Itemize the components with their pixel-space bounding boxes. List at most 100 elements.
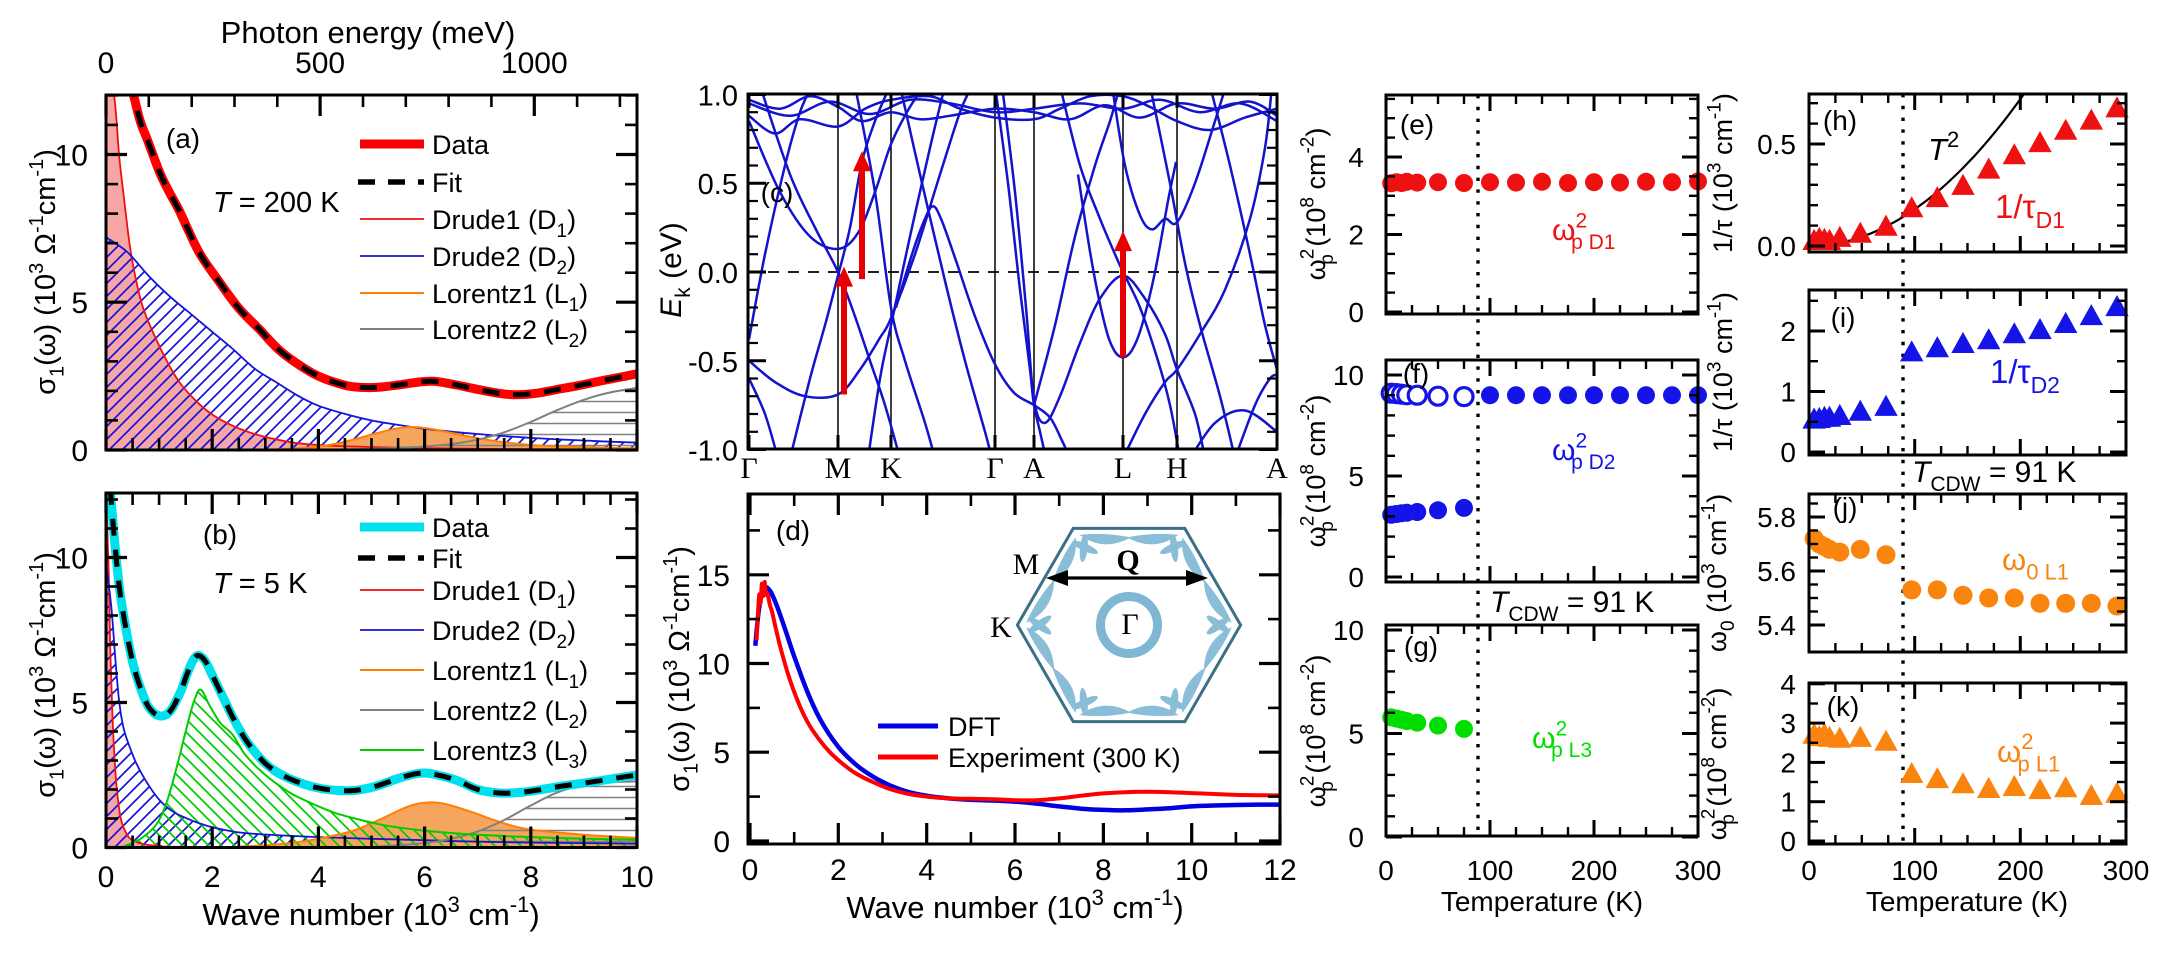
svg-text:0.5: 0.5 xyxy=(698,169,738,201)
svg-text:5: 5 xyxy=(1348,719,1364,750)
svg-text:DFT: DFT xyxy=(948,712,1000,742)
svg-text:σ1(ω) (103 Ω-1cm-1): σ1(ω) (103 Ω-1cm-1) xyxy=(26,552,69,798)
svg-text:T = 5 K: T = 5 K xyxy=(213,568,308,600)
svg-text:(i): (i) xyxy=(1831,302,1856,333)
svg-text:Γ: Γ xyxy=(1121,608,1138,641)
svg-text:5: 5 xyxy=(71,287,88,320)
svg-text:ω0 L1: ω0 L1 xyxy=(2002,542,2069,584)
svg-text:5.6: 5.6 xyxy=(1757,556,1796,587)
svg-text:T = 200 K: T = 200 K xyxy=(213,187,340,219)
svg-text:Fit: Fit xyxy=(432,168,462,198)
svg-text:ω2p L3: ω2 p L3 xyxy=(1532,717,1592,762)
svg-text:0: 0 xyxy=(1348,297,1364,328)
svg-text:500: 500 xyxy=(295,47,345,80)
svg-text:M: M xyxy=(1013,548,1040,581)
svg-text:0: 0 xyxy=(1780,826,1796,857)
svg-text:0: 0 xyxy=(1780,437,1796,468)
svg-text:ω2p (108 cm-2): ω2p (108 cm-2) xyxy=(1699,688,1739,841)
svg-text:(c): (c) xyxy=(761,177,794,208)
svg-text:-1.0: -1.0 xyxy=(688,436,738,468)
svg-text:200: 200 xyxy=(1571,855,1618,886)
svg-text:0: 0 xyxy=(1801,855,1817,886)
svg-text:200: 200 xyxy=(1997,855,2044,886)
svg-text:3: 3 xyxy=(1780,708,1796,739)
svg-text:5: 5 xyxy=(71,688,88,721)
svg-text:4: 4 xyxy=(310,861,327,894)
svg-text:Drude2 (D2): Drude2 (D2) xyxy=(432,242,576,279)
svg-text:0: 0 xyxy=(1348,822,1364,853)
svg-text:Wave number (103 cm-1): Wave number (103 cm-1) xyxy=(202,892,539,932)
svg-text:5.8: 5.8 xyxy=(1757,502,1796,533)
svg-text:4: 4 xyxy=(918,854,935,887)
svg-text:Data: Data xyxy=(432,513,490,543)
svg-text:4: 4 xyxy=(1348,142,1364,173)
svg-text:2: 2 xyxy=(204,861,221,894)
svg-text:2: 2 xyxy=(1780,747,1796,778)
svg-text:1/τ (103 cm-1): 1/τ (103 cm-1) xyxy=(1705,93,1738,253)
svg-text:10: 10 xyxy=(697,649,730,682)
svg-text:0.0: 0.0 xyxy=(698,258,738,290)
svg-text:10: 10 xyxy=(55,140,88,173)
svg-text:Lorentz2 (L2): Lorentz2 (L2) xyxy=(432,696,588,733)
svg-text:σ1(ω) (103 Ω-1cm-1): σ1(ω) (103 Ω-1cm-1) xyxy=(26,149,69,395)
svg-text:1: 1 xyxy=(1780,787,1796,818)
svg-text:ω2p D1: ω2 p D1 xyxy=(1552,209,1615,254)
svg-text:(g): (g) xyxy=(1404,631,1438,662)
svg-text:10: 10 xyxy=(620,861,653,894)
svg-text:Experiment (300 K): Experiment (300 K) xyxy=(948,743,1181,773)
svg-text:1/τD1: 1/τD1 xyxy=(1995,188,2065,233)
svg-text:Temperature (K): Temperature (K) xyxy=(1441,886,1643,917)
svg-text:10: 10 xyxy=(55,543,88,576)
svg-text:8: 8 xyxy=(1095,854,1112,887)
svg-text:ω2p (108 cm-2): ω2p (108 cm-2) xyxy=(1298,395,1338,548)
svg-text:1/τ (103 cm-1): 1/τ (103 cm-1) xyxy=(1705,292,1738,452)
svg-text:(f): (f) xyxy=(1403,358,1429,389)
svg-text:300: 300 xyxy=(2103,855,2150,886)
svg-text:Q: Q xyxy=(1116,544,1139,577)
svg-text:Fit: Fit xyxy=(432,544,462,574)
svg-text:A: A xyxy=(1023,452,1045,485)
svg-text:2: 2 xyxy=(830,854,847,887)
svg-text:4: 4 xyxy=(1780,669,1796,700)
svg-text:Γ: Γ xyxy=(986,452,1003,485)
svg-text:1/τD2: 1/τD2 xyxy=(1990,353,2060,398)
svg-text:Drude2 (D2): Drude2 (D2) xyxy=(432,616,576,653)
svg-text:TCDW = 91 K: TCDW = 91 K xyxy=(1490,586,1654,626)
svg-text:Drude1 (D1): Drude1 (D1) xyxy=(432,576,576,613)
svg-text:Lorentz2 (L2): Lorentz2 (L2) xyxy=(432,315,588,352)
svg-text:5: 5 xyxy=(713,737,730,770)
svg-text:H: H xyxy=(1166,452,1188,485)
svg-text:Lorentz3 (L3): Lorentz3 (L3) xyxy=(432,736,588,773)
svg-text:Γ: Γ xyxy=(740,452,757,485)
svg-text:(k): (k) xyxy=(1827,691,1860,722)
svg-text:0: 0 xyxy=(71,435,88,468)
svg-text:-0.5: -0.5 xyxy=(688,347,738,379)
svg-text:0: 0 xyxy=(98,47,115,80)
svg-text:2: 2 xyxy=(1780,316,1796,347)
svg-text:5: 5 xyxy=(1348,461,1364,492)
svg-text:100: 100 xyxy=(1891,855,1938,886)
svg-text:L: L xyxy=(1114,452,1132,485)
svg-text:10: 10 xyxy=(1175,854,1208,887)
svg-text:1.0: 1.0 xyxy=(698,81,738,113)
svg-text:0.5: 0.5 xyxy=(1757,129,1796,160)
svg-text:12: 12 xyxy=(1263,854,1296,887)
svg-text:0: 0 xyxy=(713,826,730,859)
svg-text:1000: 1000 xyxy=(501,47,568,80)
svg-text:1: 1 xyxy=(1780,377,1796,408)
svg-text:ω2p L1: ω2 p L1 xyxy=(1997,729,2060,776)
svg-text:TCDW = 91 K: TCDW = 91 K xyxy=(1912,456,2076,496)
svg-text:2: 2 xyxy=(1348,220,1364,251)
svg-text:Photon energy (meV): Photon energy (meV) xyxy=(221,15,516,50)
svg-text:(h): (h) xyxy=(1823,105,1857,136)
svg-text:Lorentz1 (L1): Lorentz1 (L1) xyxy=(432,656,588,693)
svg-text:M: M xyxy=(825,452,852,485)
svg-text:(b): (b) xyxy=(203,519,237,550)
svg-text:Data: Data xyxy=(432,130,490,160)
svg-text:0: 0 xyxy=(1378,855,1394,886)
svg-text:Temperature (K): Temperature (K) xyxy=(1866,886,2068,917)
svg-text:300: 300 xyxy=(1675,855,1722,886)
svg-text:6: 6 xyxy=(416,861,433,894)
svg-text:100: 100 xyxy=(1467,855,1514,886)
svg-text:K: K xyxy=(880,452,902,485)
